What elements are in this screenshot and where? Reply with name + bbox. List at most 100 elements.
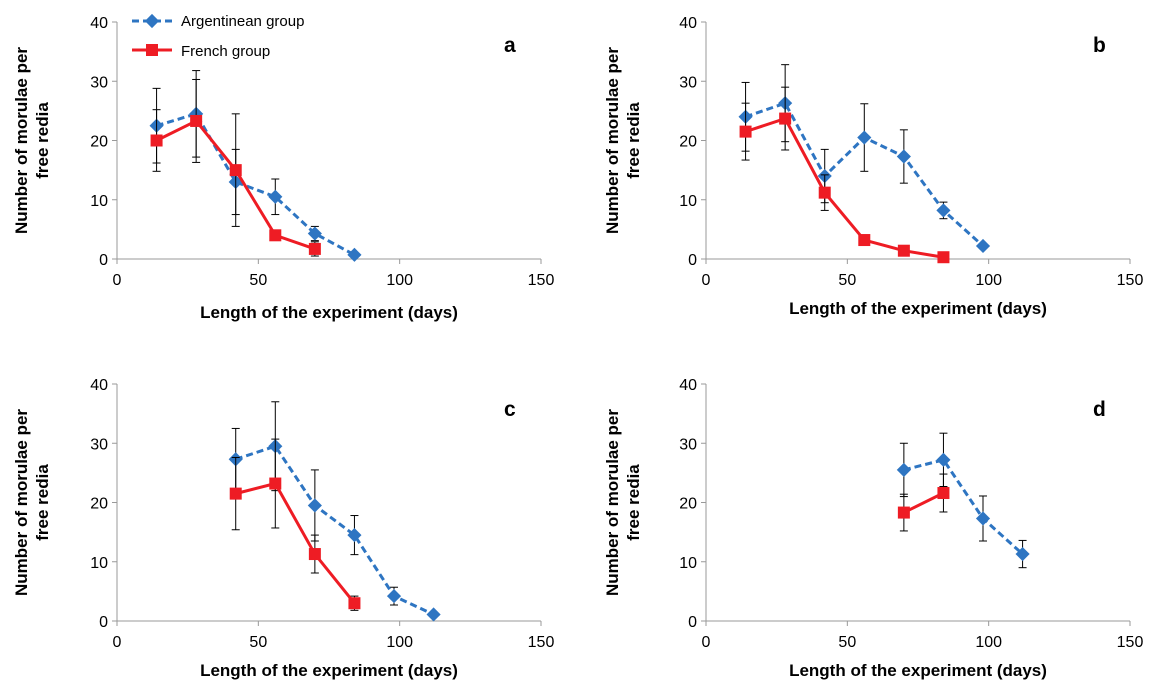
data-point-diamond: [975, 238, 991, 254]
data-point-diamond: [347, 247, 362, 262]
chart-panel-b: 0 10 20 30 40 0 50 100 150 Length of the experime…: [603, 15, 1143, 318]
data-point-square: [150, 134, 163, 147]
data-point-square: [229, 164, 242, 177]
series-argentinean: [738, 64, 991, 254]
x-tick-label: 150: [528, 272, 555, 289]
data-point-diamond: [857, 130, 872, 145]
data-point-diamond: [896, 462, 911, 477]
x-tick-label: 150: [1117, 634, 1144, 651]
legend: Argentinean group French group: [132, 13, 304, 60]
x-tick-label: 0: [113, 272, 122, 289]
x-tick-label: 100: [386, 634, 413, 651]
y-axis-title: Number of morulae per free redia: [603, 47, 643, 234]
data-point-diamond: [936, 452, 951, 467]
y-axis-title-line: free redia: [624, 464, 643, 541]
y-axis-title: Number of morulae per free redia: [12, 47, 52, 234]
chart-panel-a: 0 10 20 30 40 0 50 100 150 Length of the experime…: [12, 15, 554, 322]
series-argentinean: [228, 401, 441, 622]
series-french: [897, 473, 950, 532]
data-point-square: [229, 487, 242, 500]
data-point-square: [897, 244, 910, 257]
y-tick-label: 10: [90, 193, 108, 210]
data-point-square: [937, 251, 950, 264]
chart-panel-d: 0 10 20 30 40 0 50 100 150 Length of the experime…: [603, 377, 1143, 680]
data-point-square: [348, 597, 361, 610]
y-tick-label: 40: [679, 15, 697, 32]
panel-letter: a: [504, 34, 516, 57]
y-tick-label: 10: [90, 555, 108, 572]
data-point-diamond: [896, 149, 911, 164]
panel-letter: b: [1093, 34, 1106, 57]
data-point-square: [818, 186, 831, 199]
x-tick-label: 0: [702, 272, 711, 289]
series-argentinean: [896, 432, 1030, 569]
x-axis-title: Length of the experiment (days): [200, 303, 458, 322]
x-tick-label: 100: [386, 272, 413, 289]
data-point-diamond: [347, 528, 362, 543]
panel-letter: d: [1093, 398, 1106, 421]
y-tick-label: 30: [90, 74, 108, 91]
x-tick-label: 50: [249, 272, 267, 289]
legend-argentinean-label: Argentinean group: [181, 13, 304, 30]
data-point-diamond: [307, 498, 322, 513]
data-point-diamond: [426, 607, 441, 622]
data-point-square: [897, 506, 910, 519]
data-point-square: [308, 548, 321, 561]
x-axis-title: Length of the experiment (days): [789, 661, 1047, 680]
data-point-square: [269, 477, 282, 490]
y-tick-label: 40: [679, 377, 697, 394]
series-line: [903, 458, 1024, 556]
x-tick-label: 100: [975, 272, 1002, 289]
y-axis-title: Number of morulae per free redia: [12, 409, 52, 596]
x-tick-label: 0: [113, 634, 122, 651]
chart-panel-c: 0 10 20 30 40 0 50 100 150 Length of the experime…: [12, 377, 554, 680]
y-tick-label: 30: [90, 436, 108, 453]
y-axis-title: Number of morulae per free redia: [603, 409, 643, 596]
x-axis-title: Length of the experiment (days): [200, 661, 458, 680]
data-point-diamond: [936, 203, 951, 218]
y-axis-title-line: Number of morulae per: [12, 47, 31, 234]
y-tick-label: 0: [688, 252, 697, 269]
y-tick-label: 40: [90, 15, 108, 32]
x-axis-title: Length of the experiment (days): [789, 299, 1047, 318]
series-french: [739, 86, 950, 264]
x-tick-label: 50: [838, 272, 856, 289]
x-tick-label: 50: [838, 634, 856, 651]
y-axis-title-line: Number of morulae per: [603, 47, 622, 234]
y-tick-label: 10: [679, 193, 697, 210]
data-point-square: [779, 112, 792, 125]
y-tick-label: 20: [679, 134, 697, 151]
series-french: [150, 78, 321, 257]
data-point-diamond: [386, 589, 402, 604]
y-tick-label: 20: [90, 496, 108, 513]
y-tick-label: 20: [679, 496, 697, 513]
y-axis-title-line: Number of morulae per: [603, 409, 622, 596]
y-axis-title-line: free redia: [624, 102, 643, 179]
series-line: [903, 491, 945, 514]
data-point-square: [269, 229, 282, 242]
data-point-square: [308, 242, 321, 255]
x-tick-label: 150: [1117, 272, 1144, 289]
data-point-diamond: [975, 511, 991, 526]
series-line: [745, 116, 944, 259]
data-point-square: [739, 125, 752, 138]
data-point-diamond: [1015, 546, 1030, 562]
panel-letter: c: [504, 398, 516, 421]
x-tick-label: 50: [249, 634, 267, 651]
y-tick-label: 40: [90, 377, 108, 394]
legend-argentinean-diamond-marker: [144, 13, 160, 29]
data-point-square: [858, 234, 871, 247]
legend-french-square-marker: [146, 44, 158, 56]
data-point-diamond: [268, 189, 283, 204]
y-tick-label: 0: [99, 252, 108, 269]
series-line: [235, 444, 435, 616]
y-tick-label: 20: [90, 134, 108, 151]
x-tick-label: 0: [702, 634, 711, 651]
y-axis-title-line: free redia: [33, 102, 52, 179]
y-tick-label: 30: [679, 436, 697, 453]
series-french: [229, 438, 361, 611]
data-point-square: [190, 114, 203, 127]
y-axis-title-line: Number of morulae per: [12, 409, 31, 596]
data-point-diamond: [307, 226, 322, 241]
